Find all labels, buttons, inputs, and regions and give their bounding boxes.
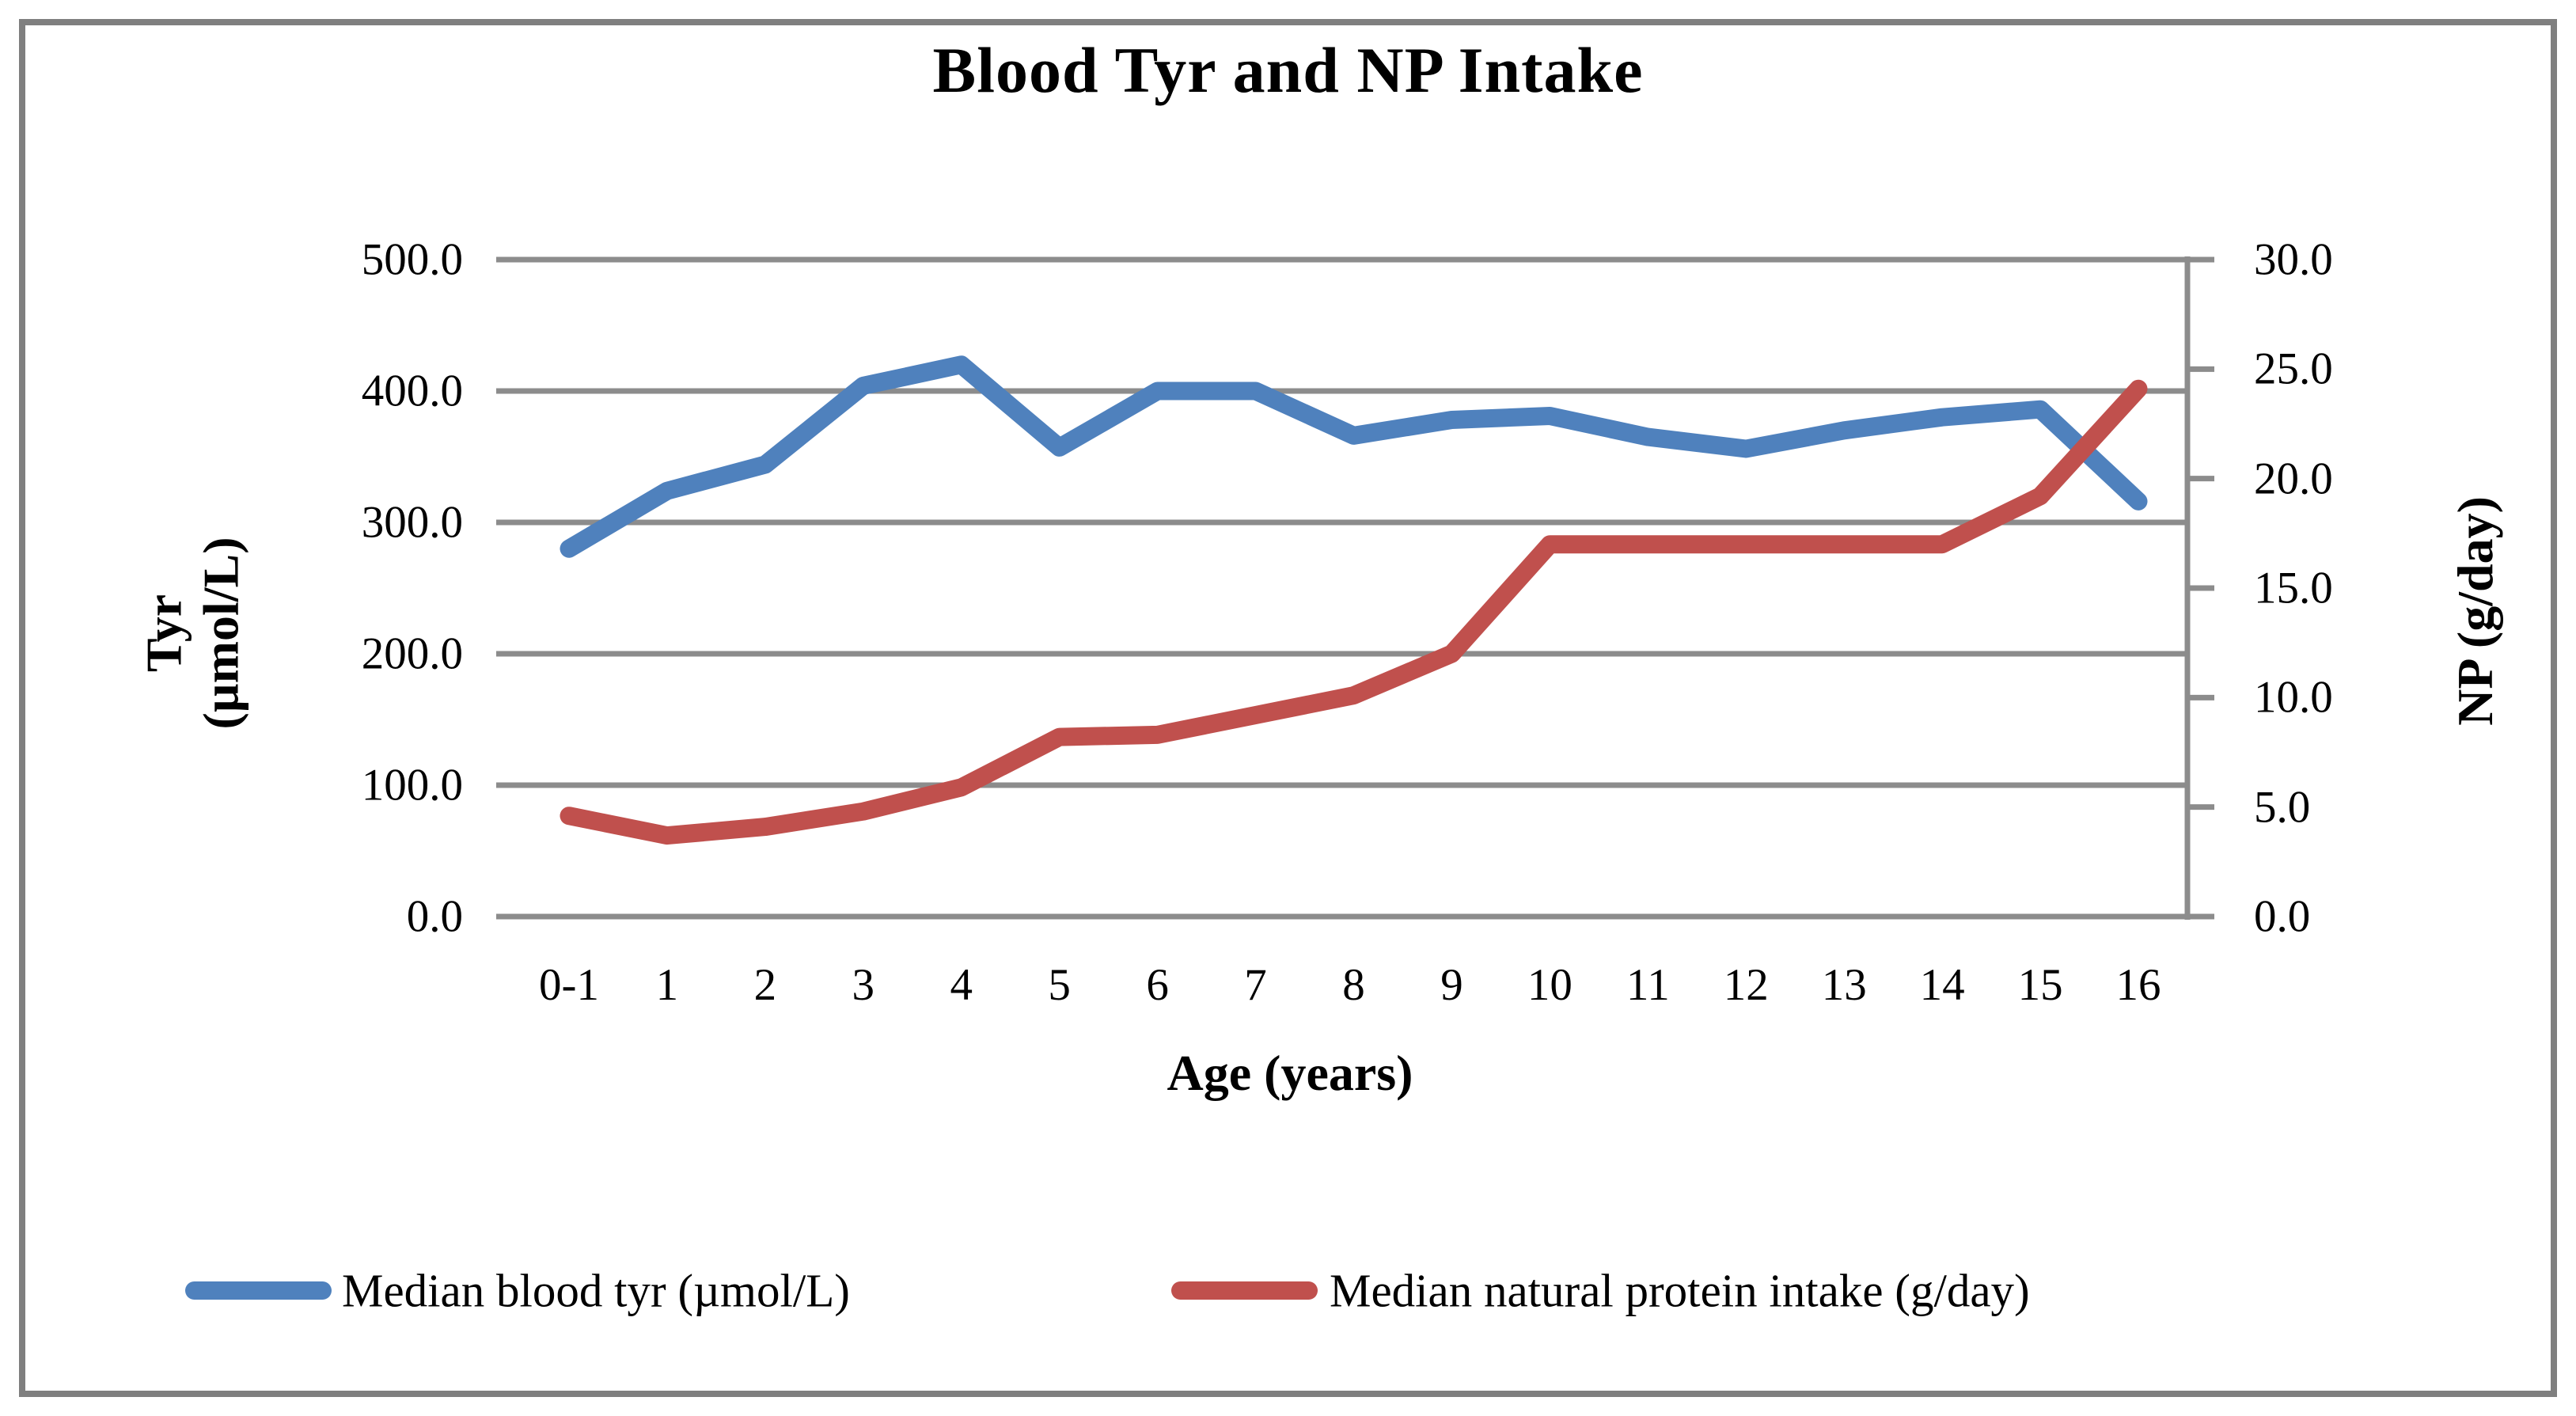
legend-swatch-blood-tyr: [185, 1281, 332, 1300]
x-axis-tick-label: 7: [1244, 960, 1267, 1010]
right-axis-tick-label: 15.0: [2254, 563, 2333, 613]
right-axis-tick-label: 10.0: [2254, 672, 2333, 723]
chart-title: Blood Tyr and NP Intake: [932, 34, 1644, 106]
x-axis-tick-label: 16: [2115, 960, 2161, 1010]
left-axis-tick-label: 100.0: [361, 760, 463, 810]
x-axis-tick-label: 9: [1440, 960, 1463, 1010]
left-axis-title-line1: Tyr: [135, 594, 192, 673]
x-axis-tick-label: 13: [1821, 960, 1867, 1010]
right-axis-tick-label: 20.0: [2254, 454, 2333, 504]
x-axis-tick-label: 10: [1527, 960, 1573, 1010]
x-axis-tick-label: 4: [950, 960, 973, 1010]
left-axis-title-line2: (µmol/L): [192, 537, 248, 730]
right-axis-title: NP (g/day): [2447, 496, 2504, 726]
legend-label-blood-tyr: Median blood tyr (µmol/L): [342, 1264, 850, 1317]
right-axis-tick-label: 30.0: [2254, 234, 2333, 285]
x-axis-title: Age (years): [1167, 1045, 1413, 1101]
x-axis-tick-label: 3: [852, 960, 875, 1010]
axis-lines: [496, 256, 2214, 920]
right-axis-tick-label: 5.0: [2254, 782, 2311, 833]
series-lines: [560, 355, 2148, 845]
x-axis-tick-label: 12: [1723, 960, 1769, 1010]
left-axis-tick-label: 300.0: [361, 497, 463, 548]
x-axis-tick-label: 2: [753, 960, 777, 1010]
left-axis-tick-label: 200.0: [361, 628, 463, 679]
left-axis-tick-label: 400.0: [361, 366, 463, 416]
figure-border: [19, 19, 2557, 1397]
x-axis-tick-label: 15: [2017, 960, 2063, 1010]
x-axis-tick-label: 5: [1048, 960, 1071, 1010]
x-axis-tick-label: 14: [1919, 960, 1965, 1010]
legend-label-natural-protein: Median natural protein intake (g/day): [1330, 1264, 2030, 1317]
x-axis-tick-label: 11: [1626, 960, 1670, 1010]
horizontal-gridlines: [520, 256, 2187, 920]
right-axis-tick-label: 0.0: [2254, 891, 2311, 942]
x-axis-tick-label: 8: [1342, 960, 1365, 1010]
x-axis-tick-label: 1: [655, 960, 679, 1010]
x-axis-tick-label: 0-1: [538, 960, 599, 1010]
left-axis-title: Tyr (µmol/L): [135, 537, 248, 729]
np-series-line: [560, 379, 2148, 845]
x-axis-tick-label: 6: [1146, 960, 1169, 1010]
tyr-series-line: [560, 355, 2148, 558]
left-axis-tick-label: 0.0: [406, 891, 463, 942]
right-axis-tick-label: 25.0: [2254, 344, 2333, 394]
left-axis-tick-label: 500.0: [361, 234, 463, 285]
legend-swatch-natural-protein: [1171, 1281, 1318, 1300]
